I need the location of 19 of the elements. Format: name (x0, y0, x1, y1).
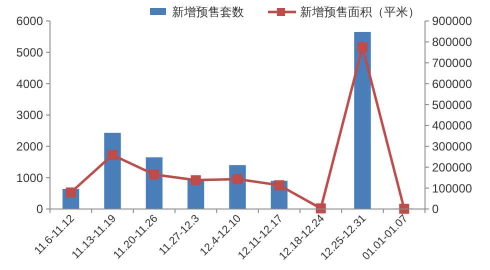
legend-label: 新增预售面积（平米） (300, 5, 420, 20)
y2-tick-label: 600000 (432, 76, 472, 91)
y-tick-label: 3000 (16, 108, 44, 122)
y2-tick-label: 500000 (432, 98, 472, 112)
y-tick-label: 4000 (16, 76, 44, 91)
y-tick-label: 1000 (16, 170, 44, 185)
y2-tick-label: 900000 (432, 14, 472, 28)
y2-tick-label: 700000 (432, 56, 472, 70)
y-tick-label: 0 (36, 202, 44, 216)
y-tick-label: 6000 (16, 14, 44, 28)
y2-tick-label: 800000 (432, 35, 472, 50)
y-tick-label: 2000 (16, 140, 44, 154)
y2-tick-label: 100000 (432, 181, 472, 196)
y-tick-label: 5000 (16, 46, 44, 60)
y2-tick-label: 0 (432, 202, 439, 216)
y2-tick-label: 400000 (432, 118, 472, 133)
legend-label: 新增预售套数 (172, 5, 244, 20)
y2-tick-label: 300000 (432, 140, 472, 154)
y2-tick-label: 200000 (432, 160, 472, 174)
